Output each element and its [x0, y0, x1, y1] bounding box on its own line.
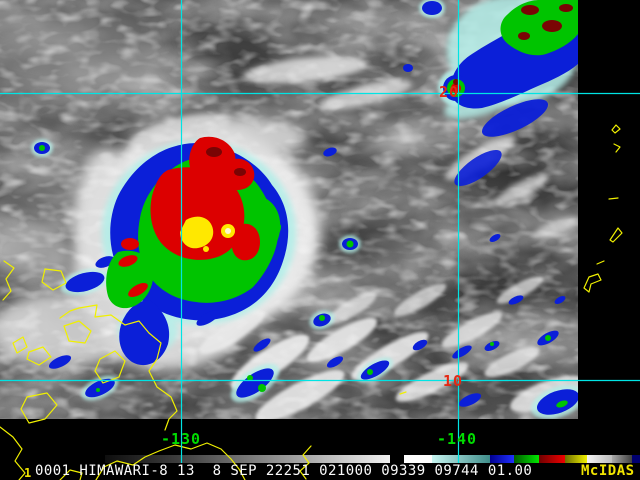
colorbar-darkgray-seg	[612, 455, 632, 463]
latitude-label-20: 20	[439, 83, 459, 101]
colorbar-gray-ramp	[105, 455, 390, 463]
colorbar-lightgray-seg	[587, 455, 612, 463]
frame-number: 1	[24, 466, 32, 480]
colorbar	[105, 455, 640, 463]
coastline-philippines	[0, 260, 407, 480]
colorbar-blue-seg	[490, 455, 514, 463]
colorbar-cyan-seg	[432, 455, 490, 463]
colorbar-white-seg	[404, 455, 432, 463]
yellow-core-highlight	[225, 228, 231, 234]
mcidas-label: McIDAS	[581, 463, 635, 479]
status-bar: 1 0001 HIMAWARI-8 13 8 SEP 22251 021000 …	[0, 462, 640, 480]
enhancement-darkred-layer	[206, 4, 573, 176]
longitude-label-140: -140	[437, 430, 477, 448]
latitude-label-10: 10	[443, 372, 463, 390]
colorbar-navy-seg	[632, 455, 640, 463]
latlon-grid	[0, 0, 640, 463]
coastline-mariana-islands	[583, 124, 623, 293]
ir-image-layer	[0, 0, 578, 419]
colorbar-yellow-seg	[565, 455, 587, 463]
image-annotation-text: 0001 HIMAWARI-8 13 8 SEP 22251 021000 09…	[35, 463, 533, 479]
colorbar-black-seg	[390, 455, 404, 463]
longitude-label-130: -130	[161, 430, 201, 448]
colorbar-red-seg	[539, 455, 565, 463]
enhancement-red-layer	[118, 83, 461, 297]
colorbar-green-seg	[514, 455, 539, 463]
